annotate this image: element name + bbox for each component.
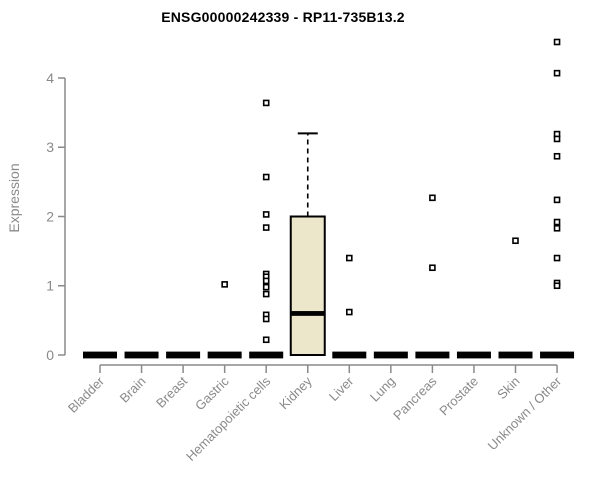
x-tick-label: Kidney [276, 373, 315, 412]
box-kidney [289, 215, 326, 356]
outlier-point [553, 196, 561, 204]
chart-title: ENSG00000242339 - RP11-735B13.2 [161, 9, 405, 25]
outlier-point [553, 152, 561, 160]
y-tick-label: 0 [46, 347, 54, 363]
outlier-point [262, 336, 270, 344]
y-tick-label: 1 [46, 278, 54, 294]
flat-box-unknown-other [540, 351, 575, 359]
flat-box-gastric [207, 351, 242, 359]
x-tick-label: Lung [367, 374, 398, 405]
x-tick-label: Breast [153, 373, 190, 410]
flat-box-pancreas [415, 351, 450, 359]
flat-box-lung [373, 351, 408, 359]
outlier-point [553, 282, 561, 290]
outlier-point [262, 277, 270, 285]
flat-box-brain [124, 351, 159, 359]
x-tick-label: Prostate [436, 374, 481, 419]
flat-box-bladder [83, 351, 117, 359]
flat-box-hematopoietic-cells [249, 351, 284, 359]
outlier-point [429, 264, 436, 272]
outlier-point [262, 211, 270, 218]
flat-box-prostate [456, 351, 491, 359]
outlier-point [262, 290, 270, 298]
x-tick-label: Pancreas [390, 373, 440, 423]
outlier-point [262, 173, 270, 181]
outlier-point [221, 281, 228, 288]
y-tick-label: 3 [46, 139, 54, 155]
median-line [290, 311, 325, 316]
outlier-point [553, 224, 561, 232]
outlier-point [512, 237, 519, 245]
outlier-point [553, 38, 561, 46]
x-tick-label: Bladder [65, 373, 108, 416]
flat-box-breast [166, 351, 201, 359]
x-tick-label: Liver [326, 373, 357, 404]
outlier-point [262, 283, 270, 291]
outlier-point [345, 254, 353, 262]
flat-box-liver [332, 351, 367, 359]
outlier-point [429, 194, 436, 202]
outlier-point [553, 218, 561, 226]
outlier-point [553, 254, 561, 262]
x-tick-label: Skin [494, 374, 522, 402]
outlier-point [262, 224, 270, 231]
y-tick-label: 2 [46, 208, 54, 224]
y-tick-label: 4 [46, 70, 54, 86]
outlier-point [262, 99, 270, 107]
outlier-point [345, 308, 353, 316]
x-tick-label: Unknown / Other [485, 373, 565, 453]
outlier-point [553, 69, 561, 77]
x-tick-label: Brain [117, 374, 149, 406]
x-tick-label: Gastric [192, 373, 232, 413]
outlier-point [553, 135, 561, 143]
outlier-point [262, 315, 270, 323]
flat-box-skin [498, 351, 533, 359]
